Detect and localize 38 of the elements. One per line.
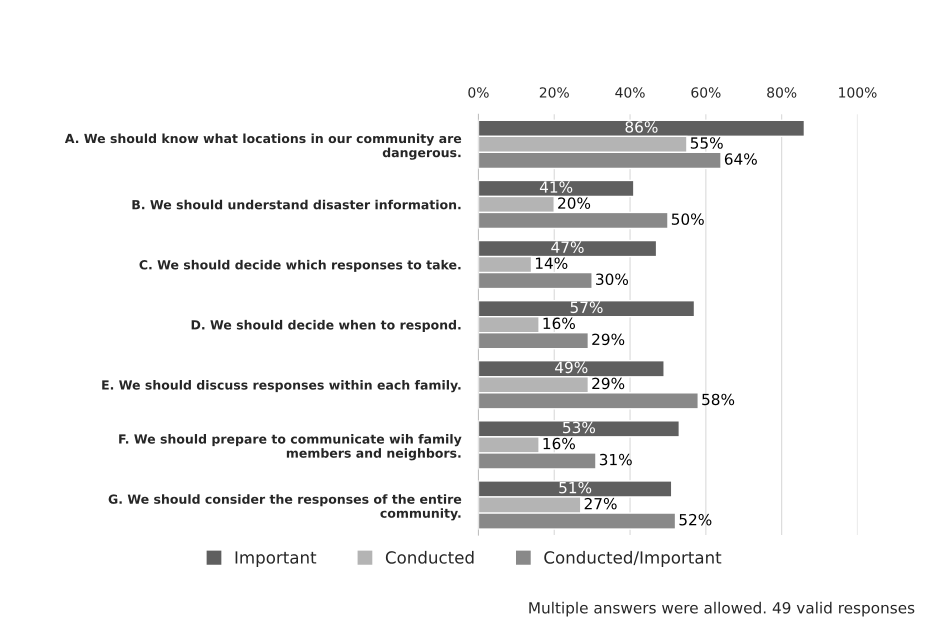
data-label: 41% — [540, 181, 572, 193]
data-label: 29% — [592, 334, 624, 346]
data-label: 29% — [592, 378, 624, 390]
legend-label: Conducted — [386, 550, 474, 564]
x-tick-label: 80% — [767, 87, 796, 98]
data-label: 64% — [724, 153, 757, 165]
data-label: 86% — [625, 121, 658, 133]
y-tick-label: B. We should understand disaster information. — [132, 200, 460, 210]
text: Multiple answers were allowed. 49 valid responses — [529, 602, 914, 617]
data-label: 47% — [551, 241, 584, 253]
data-label: 27% — [584, 498, 617, 510]
data-label: 14% — [536, 257, 568, 269]
data-label: 57% — [570, 302, 603, 314]
x-tick-label: 100% — [839, 87, 877, 98]
legend-label: Important — [236, 551, 316, 567]
data-label: 55% — [690, 137, 723, 149]
data-label: 52% — [679, 514, 712, 526]
data-label: 16% — [544, 318, 575, 330]
x-tick-label: 20% — [540, 87, 569, 98]
y-tick-label: F. We should prepare to communicate wih family members and neighbors. — [119, 434, 462, 460]
data-label: 50% — [672, 213, 704, 225]
x-tick-label: 60% — [691, 87, 721, 98]
x-tick-label: 0% — [468, 87, 489, 98]
x-tick-label: 40% — [615, 87, 645, 98]
legend-label: Conducted/Important — [544, 550, 722, 567]
y-tick-label: G. We should consider the responses of the entire community. — [108, 494, 462, 520]
data-label: 16% — [544, 438, 575, 450]
y-tick-label: A. We should know what locations in our community are dangerous. — [64, 134, 462, 160]
data-label: 51% — [559, 482, 592, 494]
data-label: 30% — [596, 273, 628, 286]
data-label: 53% — [563, 422, 596, 434]
y-tick-label: E. We should discuss responses within each family. — [102, 380, 460, 392]
data-label: 58% — [702, 394, 734, 406]
data-label: 49% — [555, 362, 588, 374]
y-tick-label: D. We should decide when to respond. — [192, 320, 460, 332]
data-label: 20% — [558, 197, 590, 209]
y-tick-label: C. We should decide which responses to take. — [139, 260, 460, 272]
data-label: 31% — [600, 454, 632, 466]
